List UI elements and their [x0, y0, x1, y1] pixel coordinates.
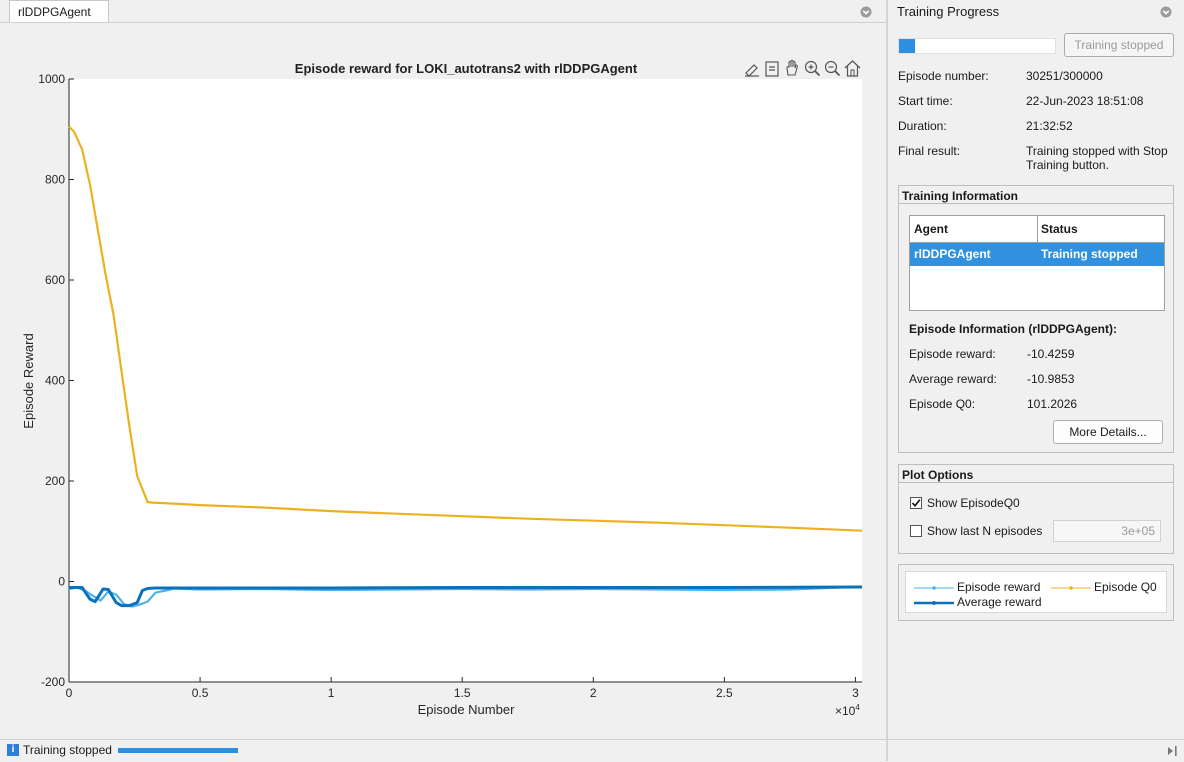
duration-label: Duration:	[898, 119, 947, 133]
x-tick-label: 3	[852, 686, 859, 700]
info-icon: i	[7, 744, 19, 756]
average-reward-value: -10.9853	[1027, 372, 1075, 386]
training-information-box: Training Information Agent Status rlDDPG…	[898, 185, 1174, 453]
plot-area: Episode reward for LOKI_autotrans2 with …	[0, 23, 886, 738]
episode-number-value: 30251/300000	[1026, 69, 1103, 83]
y-tick-label: 1000	[38, 72, 65, 86]
status-bar: i Training stopped	[0, 739, 886, 762]
legend-box: Episode reward Episode Q0 Average reward	[898, 564, 1174, 621]
column-header-agent[interactable]: Agent	[914, 222, 948, 236]
plot-options-box: Plot Options Show EpisodeQ0 Show last N …	[898, 464, 1174, 554]
chevron-down-icon[interactable]	[858, 4, 874, 20]
episode-reward-legend-marker	[914, 586, 954, 590]
last-n-input[interactable]: 3e+05	[1053, 520, 1161, 542]
episode-number-label: Episode number:	[898, 69, 989, 83]
y-tick-label: 200	[45, 474, 65, 488]
x-tick-label: 2	[590, 686, 597, 700]
y-tick-label: 0	[58, 575, 65, 589]
panel-splitter[interactable]	[886, 0, 888, 761]
agent-cell: rlDDPGAgent	[914, 247, 991, 261]
progress-bar-fill	[899, 39, 915, 53]
training-progress-bar	[898, 38, 1056, 54]
status-text: Training stopped	[23, 743, 112, 757]
axes-toolbar	[745, 59, 861, 77]
reward-chart: Episode reward for LOKI_autotrans2 with …	[21, 59, 863, 718]
legend-average-reward: Average reward	[957, 595, 1042, 609]
plot-options-title: Plot Options	[899, 465, 1173, 483]
zoom-in-icon[interactable]	[804, 60, 821, 77]
status-progress-bar	[118, 748, 238, 753]
x-axis-label: Episode Number	[418, 702, 515, 717]
document-tab[interactable]: rlDDPGAgent	[9, 0, 109, 22]
training-information-title: Training Information	[899, 186, 1173, 204]
y-tick-label: 600	[45, 273, 65, 287]
final-result-value-line1: Training stopped with Stop	[1026, 144, 1168, 158]
agent-table-header	[910, 216, 1164, 243]
final-result-label: Final result:	[898, 144, 961, 158]
legend-episode-q0: Episode Q0	[1094, 580, 1157, 594]
plot-axes-background	[69, 79, 862, 682]
episode-q0-line	[68, 125, 863, 532]
x-tick-label: 2.5	[716, 686, 733, 700]
document-tabstrip	[0, 0, 886, 23]
x-tick-label: 1	[328, 686, 335, 700]
y-tick-label: 800	[45, 173, 65, 187]
pan-hand-icon[interactable]	[786, 59, 798, 76]
y-tick-label: -200	[41, 675, 65, 689]
table-row[interactable]: rlDDPGAgent Training stopped	[910, 243, 1164, 266]
show-last-n-label[interactable]: Show last N episodes	[927, 524, 1043, 538]
episode-q0-legend-marker	[1051, 586, 1091, 590]
legend-episode-reward: Episode reward	[957, 580, 1041, 594]
panel-title: Training Progress	[897, 4, 1000, 19]
more-details-button[interactable]: More Details...	[1053, 420, 1163, 444]
stop-training-button[interactable]: Training stopped	[1064, 33, 1174, 57]
zoom-out-icon[interactable]	[824, 60, 841, 77]
home-icon[interactable]	[844, 60, 861, 77]
average-reward-legend-marker	[914, 601, 954, 605]
collapse-panel-icon[interactable]	[1166, 745, 1178, 757]
column-divider	[1037, 216, 1038, 242]
episode-reward-value: -10.4259	[1027, 347, 1075, 361]
final-result-value-line2: Training button.	[1026, 158, 1109, 172]
checkmark-icon	[911, 499, 921, 508]
y-tick-label: 400	[45, 374, 65, 388]
legend: Episode reward Episode Q0 Average reward	[905, 571, 1167, 613]
column-header-status[interactable]: Status	[1041, 222, 1078, 236]
training-progress-panel: Training Progress Training stopped Episo…	[888, 0, 1184, 761]
episode-reward-label: Episode reward:	[909, 347, 996, 361]
chart-title: Episode reward for LOKI_autotrans2 with …	[295, 61, 638, 76]
start-time-label: Start time:	[898, 94, 953, 108]
average-reward-label: Average reward:	[909, 372, 997, 386]
datatip-icon[interactable]	[765, 61, 779, 77]
x-tick-label: 0	[66, 686, 73, 700]
status-cell: Training stopped	[1041, 247, 1138, 261]
agent-table: Agent Status rlDDPGAgent Training stoppe…	[909, 215, 1165, 311]
duration-value: 21:32:52	[1026, 119, 1073, 133]
y-axis-label: Episode Reward	[21, 333, 36, 428]
right-status-bar	[888, 739, 1184, 762]
episode-q0-value: 101.2026	[1027, 397, 1078, 411]
show-q0-checkbox[interactable]	[910, 497, 922, 509]
show-last-n-checkbox[interactable]	[910, 525, 922, 537]
start-time-value: 22-Jun-2023 18:51:08	[1026, 94, 1144, 108]
x-tick-label: 1.5	[454, 686, 471, 700]
chevron-down-icon[interactable]	[1158, 4, 1174, 20]
show-q0-label[interactable]: Show EpisodeQ0	[927, 496, 1020, 510]
average-reward-line	[69, 585, 863, 608]
episode-q0-label: Episode Q0:	[909, 397, 976, 411]
x-exponent-label: ×104	[835, 703, 860, 718]
episode-information-title: Episode Information (rlDDPGAgent):	[909, 322, 1117, 336]
brush-icon[interactable]	[745, 64, 759, 77]
x-tick-label: 0.5	[192, 686, 209, 700]
